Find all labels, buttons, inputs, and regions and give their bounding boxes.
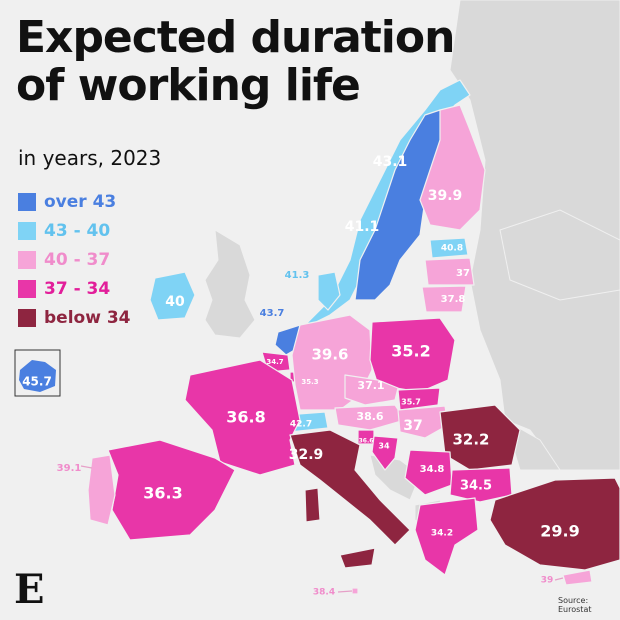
country-croatia [371,435,399,471]
legend-swatch [18,251,36,269]
country-latvia [424,257,475,286]
value-label-ireland: 40 [165,294,185,310]
value-label-latvia: 37 [456,268,470,279]
value-label-hungary: 37 [403,418,422,434]
legend-item-37-34: 37 - 34 [18,277,131,301]
country-greece [414,497,479,576]
value-label-slovenia: 36.6 [359,438,374,445]
value-label-luxembourg: 35.3 [301,378,318,386]
value-label-lithuania: 37.8 [441,294,466,305]
subtitle: in years, 2023 [18,146,162,170]
value-label-portugal: 39.1 [57,463,82,474]
country-denmark [317,271,341,311]
country-shapes [87,79,620,595]
leader-lines [80,465,564,593]
country-czechia [344,374,399,406]
country-malta [351,587,359,595]
country-italy [289,429,411,546]
value-label-norway: 41.1 [345,219,380,235]
value-label-austria: 38.6 [356,410,383,423]
country-bulgaria [449,467,513,503]
value-label-czechia: 37.1 [357,379,384,392]
value-label-romania: 32.2 [452,431,489,449]
country-slovakia [397,387,441,411]
country-austria [334,404,406,431]
country-hungary [397,405,449,439]
value-label-sweden: 43.1 [373,154,408,170]
legend-item-40-37: 40 - 37 [18,248,131,272]
country-sicily [339,547,376,569]
legend-swatch [18,309,36,327]
title-line-2: of working life [16,60,361,111]
value-label-netherlands: 43.7 [260,308,285,319]
legend-item-43-40: 43 - 40 [18,219,131,243]
value-label-belgium: 34.7 [266,358,283,366]
legend: over 43 43 - 40 40 - 37 37 - 34 below 34 [18,190,131,335]
value-label-france: 36.8 [226,408,265,427]
legend-label: over 43 [44,192,117,212]
country-lithuania [421,285,467,313]
value-label-malta: 38.4 [313,588,335,598]
legend-label: 37 - 34 [44,279,111,299]
value-label-germany: 39.6 [311,346,348,364]
iceland-inset-frame [14,349,61,397]
value-label-croatia: 34 [378,442,390,451]
country-finland [419,104,486,231]
title-line-1: Expected duration [16,12,455,63]
legend-label: below 34 [44,308,131,328]
page-title: Expected duration of working life [16,12,455,111]
value-label-finland: 39.9 [428,188,463,204]
country-serbia [404,449,453,496]
value-label-cyprus: 39 [541,576,554,586]
country-ireland [149,271,196,321]
value-label-estonia: 40.8 [441,244,463,254]
legend-label: 40 - 37 [44,250,111,270]
value-label-iceland: 45.7 [22,375,52,389]
country-sardinia [304,487,321,523]
source-note: Source: Eurostat [558,596,592,614]
legend-swatch [18,222,36,240]
country-turkey [489,477,620,571]
country-portugal [87,454,116,526]
value-label-turkey: 29.9 [540,522,579,541]
value-label-switzerland: 42.7 [290,420,312,430]
legend-item-over-43: over 43 [18,190,131,214]
value-label-poland: 35.2 [391,342,430,361]
value-label-italy: 32.9 [289,447,324,463]
legend-label: 43 - 40 [44,221,111,241]
country-poland [369,317,456,393]
country-iceland [19,360,56,392]
legend-item-below-34: below 34 [18,306,131,330]
country-estonia [429,237,469,259]
logo: E [14,566,45,613]
value-label-denmark: 41.3 [285,270,310,281]
legend-swatch [18,280,36,298]
country-cyprus [562,569,593,586]
value-label-greece: 34.2 [431,529,453,539]
value-label-bulgaria: 34.5 [460,479,492,494]
non-eu-land [204,0,620,531]
value-label-spain: 36.3 [143,484,182,503]
value-label-slovakia: 35.7 [401,398,421,407]
country-france [184,359,301,476]
value-label-serbia: 34.8 [420,464,445,475]
legend-swatch [18,193,36,211]
